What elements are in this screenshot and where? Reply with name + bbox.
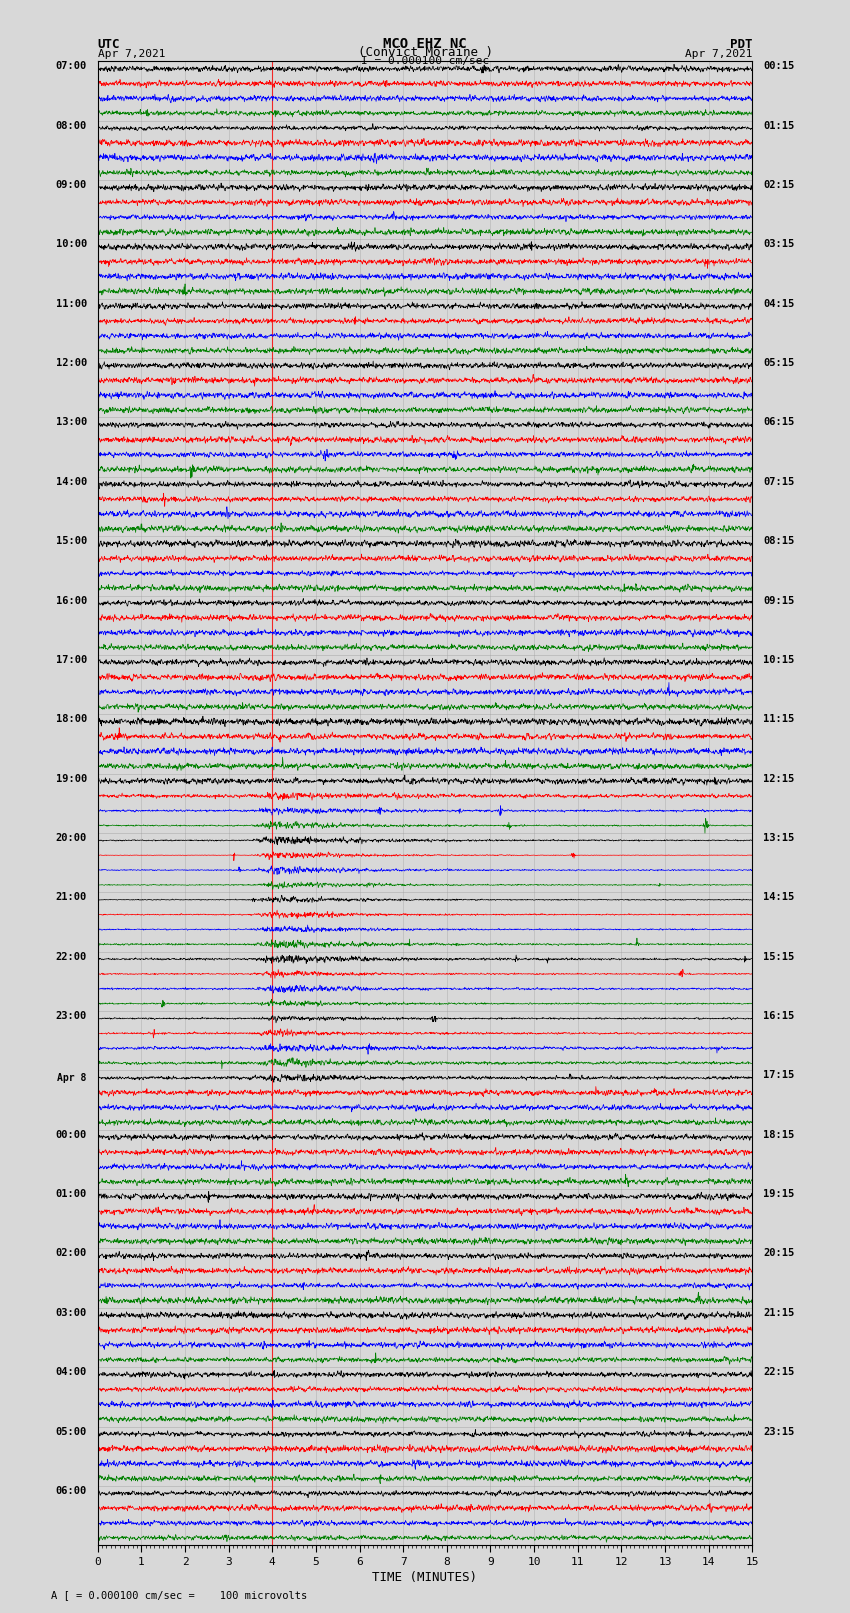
Text: 12:15: 12:15 [763,774,795,784]
Text: 16:15: 16:15 [763,1011,795,1021]
Text: 00:15: 00:15 [763,61,795,71]
X-axis label: TIME (MINUTES): TIME (MINUTES) [372,1571,478,1584]
Text: 23:00: 23:00 [55,1011,87,1021]
Text: 02:00: 02:00 [55,1248,87,1258]
Text: 02:15: 02:15 [763,181,795,190]
Text: A [ = 0.000100 cm/sec =    100 microvolts: A [ = 0.000100 cm/sec = 100 microvolts [51,1590,307,1600]
Text: 18:15: 18:15 [763,1129,795,1140]
Text: 06:15: 06:15 [763,418,795,427]
Text: 20:15: 20:15 [763,1248,795,1258]
Text: 17:00: 17:00 [55,655,87,665]
Text: 17:15: 17:15 [763,1071,795,1081]
Text: 19:15: 19:15 [763,1189,795,1198]
Text: 12:00: 12:00 [55,358,87,368]
Text: 03:00: 03:00 [55,1308,87,1318]
Text: 15:00: 15:00 [55,536,87,547]
Text: Apr 7,2021: Apr 7,2021 [685,48,752,58]
Text: 10:00: 10:00 [55,239,87,250]
Text: 11:00: 11:00 [55,298,87,308]
Text: 10:15: 10:15 [763,655,795,665]
Text: 23:15: 23:15 [763,1426,795,1437]
Text: 09:00: 09:00 [55,181,87,190]
Text: 14:00: 14:00 [55,477,87,487]
Text: 01:00: 01:00 [55,1189,87,1198]
Text: 21:00: 21:00 [55,892,87,902]
Text: 21:15: 21:15 [763,1308,795,1318]
Text: 19:00: 19:00 [55,774,87,784]
Text: PDT: PDT [730,37,752,50]
Text: 16:00: 16:00 [55,595,87,605]
Text: 00:00: 00:00 [55,1129,87,1140]
Text: 01:15: 01:15 [763,121,795,131]
Text: Apr 8: Apr 8 [58,1073,87,1082]
Text: 18:00: 18:00 [55,715,87,724]
Text: 04:00: 04:00 [55,1368,87,1378]
Text: 05:15: 05:15 [763,358,795,368]
Text: 07:15: 07:15 [763,477,795,487]
Text: (Convict Moraine ): (Convict Moraine ) [358,45,492,58]
Text: 11:15: 11:15 [763,715,795,724]
Text: 04:15: 04:15 [763,298,795,308]
Text: 20:00: 20:00 [55,832,87,844]
Text: UTC: UTC [98,37,120,50]
Text: 05:00: 05:00 [55,1426,87,1437]
Text: 13:15: 13:15 [763,832,795,844]
Text: 08:00: 08:00 [55,121,87,131]
Text: I = 0.000100 cm/sec: I = 0.000100 cm/sec [361,56,489,66]
Text: 22:00: 22:00 [55,952,87,961]
Text: MCO EHZ NC: MCO EHZ NC [383,37,467,50]
Text: 13:00: 13:00 [55,418,87,427]
Text: 15:15: 15:15 [763,952,795,961]
Text: 22:15: 22:15 [763,1368,795,1378]
Text: 06:00: 06:00 [55,1486,87,1495]
Text: 07:00: 07:00 [55,61,87,71]
Text: Apr 7,2021: Apr 7,2021 [98,48,165,58]
Text: 14:15: 14:15 [763,892,795,902]
Text: 09:15: 09:15 [763,595,795,605]
Text: 03:15: 03:15 [763,239,795,250]
Text: 08:15: 08:15 [763,536,795,547]
